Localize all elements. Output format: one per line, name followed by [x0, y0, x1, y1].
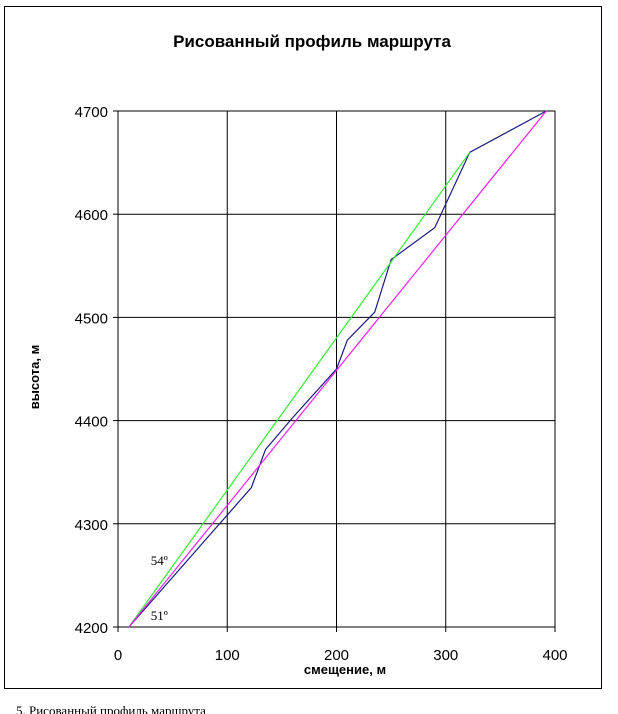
y-tick-label: 4300	[75, 517, 108, 534]
chart-frame: Рисованный профиль маршрута 0 100 200 300 40…	[4, 6, 602, 689]
series-line-1	[128, 151, 471, 628]
annotations: 54º 51º	[151, 553, 168, 623]
y-tick-label: 4600	[75, 207, 108, 224]
y-tick-label: 4400	[75, 414, 108, 431]
y-axis-label: высота, м	[27, 345, 42, 409]
tick-labels: 0 100 200 300 400 4200 4300 4400 4500 4600 4700	[75, 104, 568, 664]
x-tick-label: 200	[324, 647, 349, 664]
x-tick-label: 0	[114, 647, 122, 664]
x-tick-label: 300	[433, 647, 458, 664]
grid	[113, 110, 556, 632]
series-line-2	[128, 110, 547, 628]
y-tick-label: 4200	[75, 620, 108, 637]
figure-caption: 5. Рисованный профиль маршрута	[16, 704, 206, 714]
y-tick-label: 4700	[75, 104, 108, 121]
y-tick-label: 4500	[75, 310, 108, 327]
series-layer	[128, 110, 547, 628]
angle-annotation: 54º	[151, 553, 168, 568]
chart-svg: Рисованный профиль маршрута 0 100 200 300 40…	[27, 32, 568, 677]
series-line-0	[128, 110, 547, 628]
angle-annotation: 51º	[151, 608, 168, 623]
chart-title: Рисованный профиль маршрута	[173, 32, 451, 51]
x-tick-label: 400	[542, 647, 567, 664]
x-axis-label: смещение, м	[304, 662, 386, 677]
x-tick-label: 100	[215, 647, 240, 664]
